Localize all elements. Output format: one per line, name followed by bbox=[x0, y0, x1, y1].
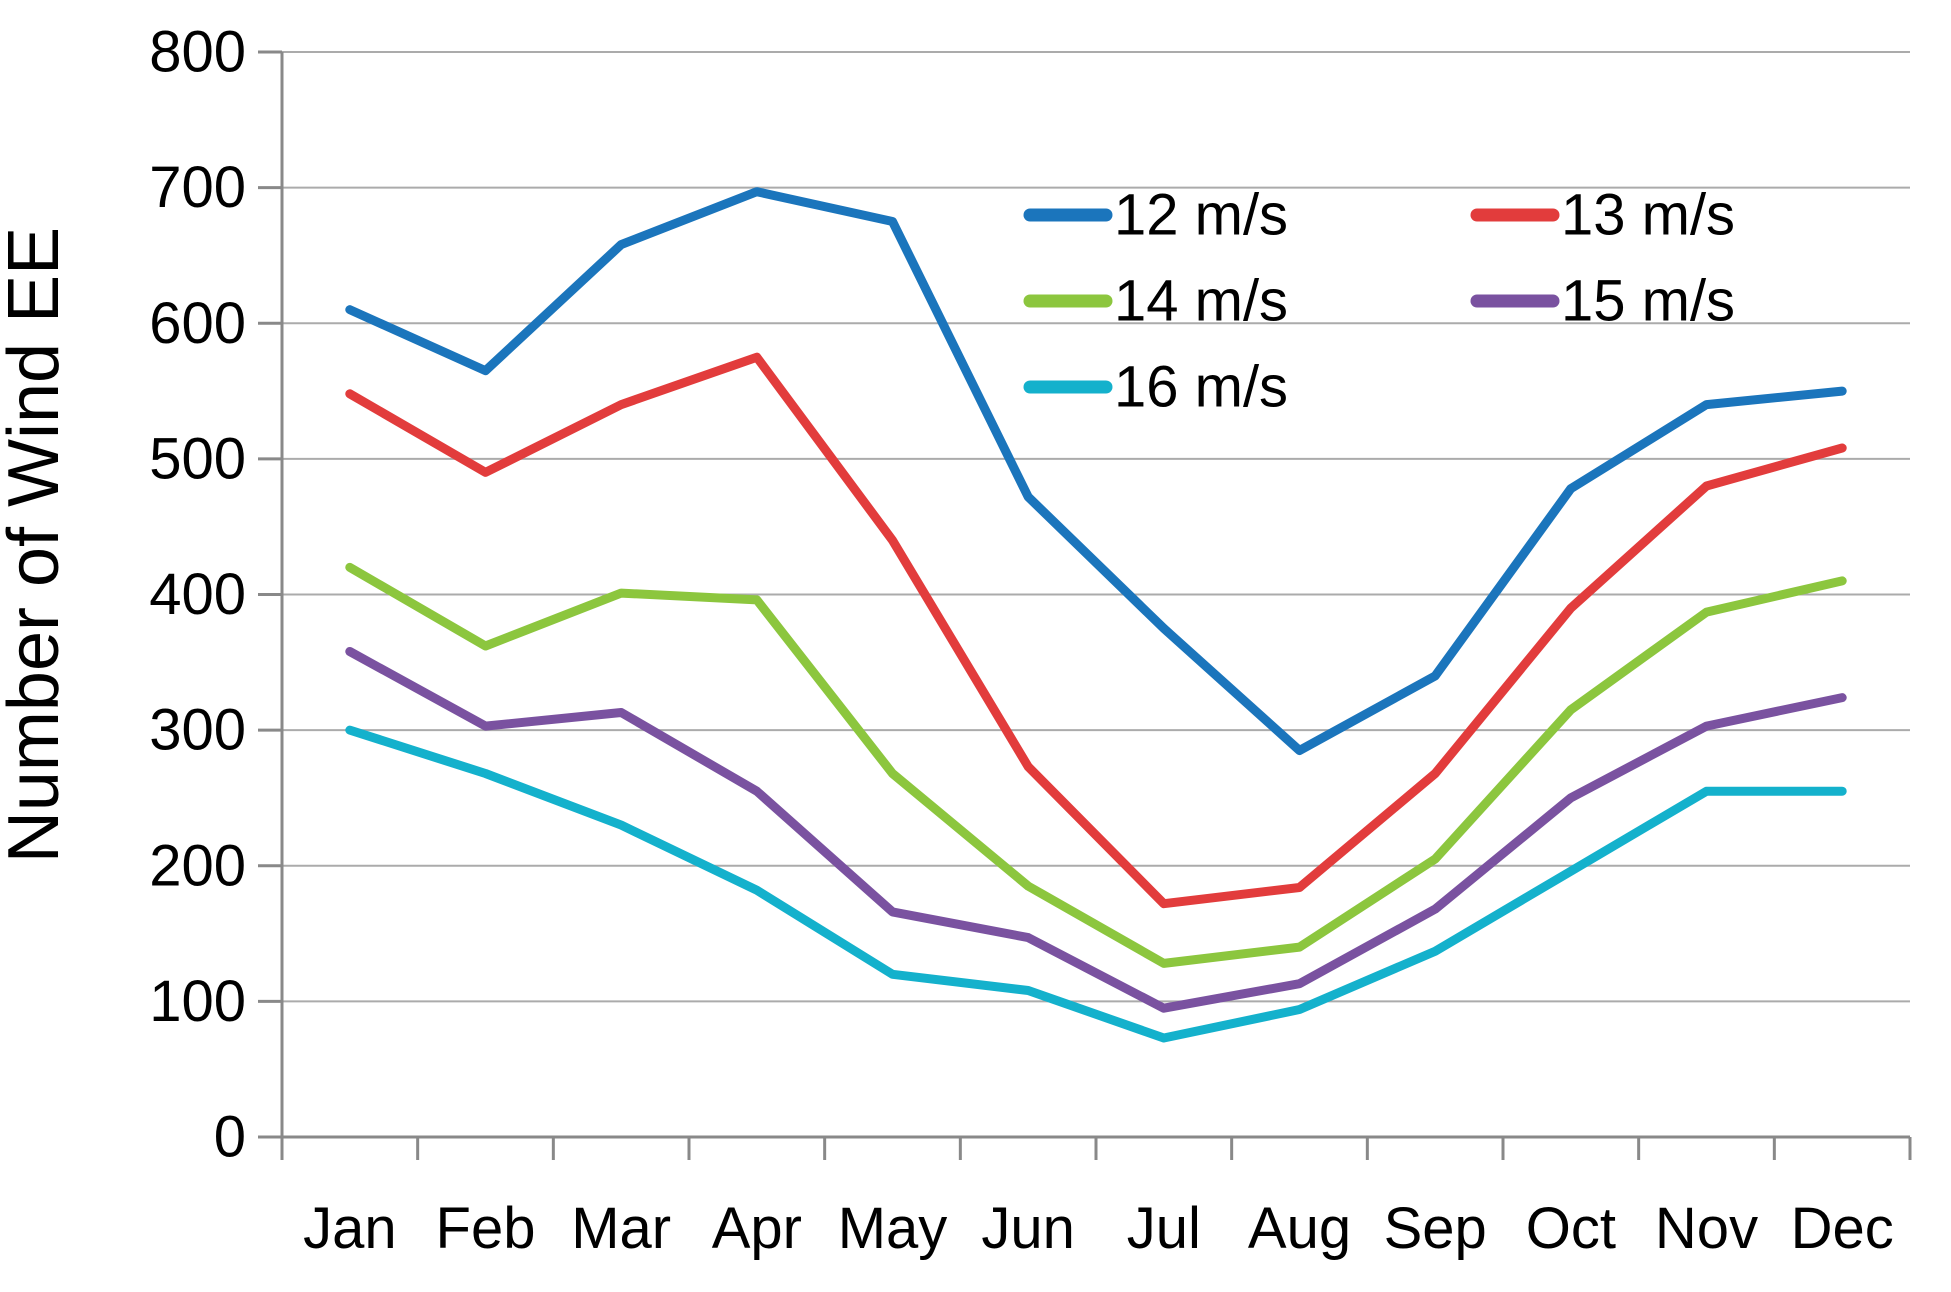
series-line-14ms bbox=[345, 562, 1847, 968]
series-line-16ms bbox=[345, 725, 1847, 1043]
legend-label: 16 m/s bbox=[1114, 355, 1288, 420]
series-line-15ms bbox=[345, 647, 1847, 1013]
legend-label: 12 m/s bbox=[1114, 183, 1288, 248]
legend-item: 16 m/s bbox=[1023, 355, 1288, 420]
legend-item: 15 m/s bbox=[1470, 269, 1735, 334]
y-tick-label: 700 bbox=[149, 155, 246, 220]
y-tick-label: 400 bbox=[149, 562, 246, 627]
y-tick-label: 100 bbox=[149, 969, 246, 1034]
x-tick-label: Sep bbox=[1384, 1196, 1487, 1261]
gridlines bbox=[282, 51, 1910, 1003]
legend-label: 13 m/s bbox=[1561, 183, 1735, 248]
series-line-13ms bbox=[345, 352, 1847, 909]
legend-label: 15 m/s bbox=[1561, 269, 1735, 334]
series-lines bbox=[345, 187, 1847, 1043]
y-tick-label: 0 bbox=[214, 1105, 246, 1170]
series-line-12ms bbox=[345, 187, 1847, 755]
x-tick-label: Dec bbox=[1791, 1196, 1894, 1261]
legend-item: 14 m/s bbox=[1023, 269, 1288, 334]
legend-label: 14 m/s bbox=[1114, 269, 1288, 334]
y-axis-tick-labels: 0 100 200 300 400 500 600 700 800 bbox=[149, 20, 246, 1170]
x-tick-label: Nov bbox=[1655, 1196, 1758, 1261]
x-tick-label: Mar bbox=[571, 1196, 671, 1261]
y-axis-title: Number of Wind EE bbox=[0, 227, 74, 863]
x-tick-label: Jun bbox=[981, 1196, 1075, 1261]
axes bbox=[258, 50, 1912, 1160]
x-tick-label: Feb bbox=[436, 1196, 536, 1261]
legend-item: 13 m/s bbox=[1470, 183, 1735, 248]
x-tick-label: Jan bbox=[303, 1196, 397, 1261]
y-tick-label: 800 bbox=[149, 20, 246, 85]
x-tick-label: Jul bbox=[1127, 1196, 1201, 1261]
y-tick-label: 600 bbox=[149, 291, 246, 356]
y-tick-label: 300 bbox=[149, 698, 246, 763]
y-tick-label: 500 bbox=[149, 426, 246, 491]
x-tick-label: Aug bbox=[1248, 1196, 1351, 1261]
x-tick-label: Oct bbox=[1526, 1196, 1616, 1261]
y-tick-label: 200 bbox=[149, 833, 246, 898]
legend: 12 m/s 13 m/s 14 m/s 15 m/s 16 m/s bbox=[1023, 183, 1735, 420]
x-tick-label: Apr bbox=[712, 1196, 802, 1261]
legend-item: 12 m/s bbox=[1023, 183, 1288, 248]
x-axis-tick-labels: Jan Feb Mar Apr May Jun Jul Aug Sep Oct Nov Dec bbox=[303, 1196, 1894, 1261]
x-tick-label: May bbox=[838, 1196, 948, 1261]
